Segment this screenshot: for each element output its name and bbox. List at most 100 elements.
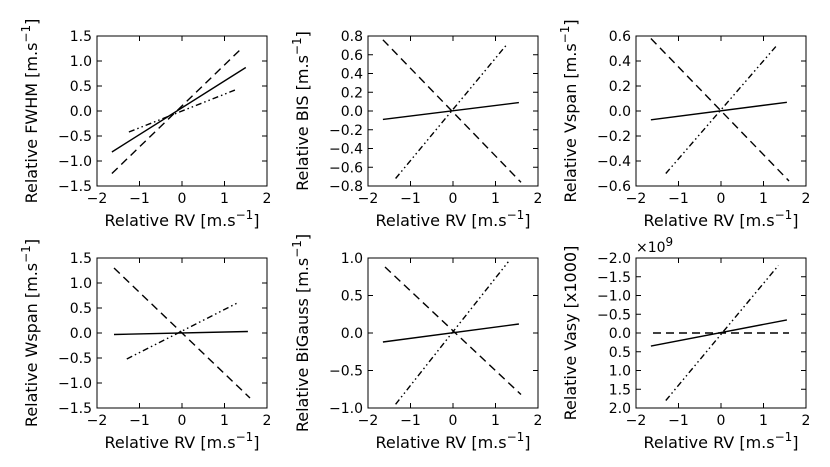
series-line-solid	[382, 101, 519, 121]
y-tick-label: 0.8	[341, 29, 363, 45]
x-tick-label: 1	[491, 413, 500, 429]
x-axis-label: Relative RV [m.s−1]	[375, 430, 530, 452]
x-tick-label: 2	[263, 413, 272, 429]
y-tick-label: −0.8	[329, 179, 363, 195]
y-tick-label: 1.5	[70, 29, 92, 45]
y-tick-label: 0.0	[341, 326, 363, 342]
y-tick-label: 0.6	[609, 29, 631, 45]
series-line-solid	[113, 330, 248, 336]
y-tick-label: −1.0	[58, 376, 92, 392]
x-tick-label: 1	[220, 413, 229, 429]
panel-2: −2 −1 0 1 2 0.8 0.6 0.4 0.2 0.0 −0.2 −0.4 −0.6 −0.8 Re…	[290, 29, 542, 230]
x-tick-label: 2	[802, 413, 811, 429]
x-axis-label: Relative RV [m.s−1]	[104, 208, 259, 230]
panel-4: −2 −1 0 1 2 1.5 1.0 0.5 0.0 −0.5 −1.0 −1.5 Relative …	[19, 239, 271, 452]
series-line-dashdotdot	[665, 265, 779, 401]
x-tick-label: −1	[129, 191, 150, 207]
y-tick-label: 1.0	[341, 251, 363, 267]
x-tick-label: 2	[263, 191, 272, 207]
x-tick-label: 1	[759, 413, 768, 429]
y-tick-label: 0.0	[341, 104, 363, 120]
y-tick-label: −0.4	[597, 154, 631, 170]
y-tick-label: −0.5	[329, 364, 363, 380]
x-tick-label: −2	[358, 191, 379, 207]
y-tick-label: −1.5	[58, 179, 92, 195]
y-tick-label: −0.4	[329, 142, 363, 158]
y-offset-label: ×109	[636, 235, 673, 256]
y-tick-label: 0.4	[609, 54, 631, 70]
series-line-dashed	[650, 38, 790, 182]
y-tick-label: −1.5	[597, 270, 631, 286]
y-tick-label: −0.2	[597, 129, 631, 145]
y-tick-label: 1.5	[609, 382, 631, 398]
y-tick-label: 0.2	[609, 79, 631, 95]
y-tick-label: −0.5	[58, 351, 92, 367]
x-tick-label: −1	[129, 413, 150, 429]
y-tick-label: −0.2	[329, 123, 363, 139]
y-tick-label: 1.0	[70, 54, 92, 70]
y-tick-label: 0.5	[70, 79, 92, 95]
series-line-dashdotdot	[395, 261, 509, 405]
x-tick-label: −1	[400, 413, 421, 429]
x-tick-label: 0	[717, 413, 726, 429]
y-tick-label: 0.4	[341, 67, 363, 83]
x-axis-label: Relative RV [m.s−1]	[375, 208, 530, 230]
x-tick-label: −1	[668, 413, 689, 429]
y-tick-label: −0.5	[597, 307, 631, 323]
series-line-solid	[382, 323, 519, 343]
x-tick-label: 0	[449, 413, 458, 429]
x-axis-label: Relative RV [m.s−1]	[643, 208, 798, 230]
series-line-dashed	[111, 47, 242, 175]
y-tick-label: 1.0	[70, 276, 92, 292]
y-tick-label: 0.6	[341, 48, 363, 64]
panel-3: −2 −1 0 1 2 0.6 0.4 0.2 0.0 −0.2 −0.4 −0.6 Relative …	[558, 19, 810, 230]
x-axis-label: Relative RV [m.s−1]	[104, 430, 259, 452]
x-tick-label: −2	[626, 191, 647, 207]
y-tick-label: −1.0	[58, 154, 92, 170]
x-tick-label: −1	[400, 191, 421, 207]
y-axis-label: Relative Vspan [m.s−1]	[558, 19, 580, 202]
x-tick-label: −2	[87, 191, 108, 207]
y-tick-label: −2.0	[597, 251, 631, 267]
y-axis-label: Relative BIS [m.s−1]	[290, 31, 312, 191]
y-tick-label: 0.0	[609, 104, 631, 120]
y-tick-label: −0.6	[329, 160, 363, 176]
x-tick-label: −2	[87, 413, 108, 429]
x-tick-label: 1	[491, 191, 500, 207]
y-tick-label: −1.0	[597, 289, 631, 305]
series-line-dashdotdot	[126, 302, 238, 360]
x-tick-label: 1	[759, 191, 768, 207]
series-line-solid	[650, 101, 787, 121]
x-tick-label: −2	[358, 413, 379, 429]
series-line-dashdotdot	[665, 45, 777, 174]
x-tick-label: 0	[717, 191, 726, 207]
series-line-dashdotdot	[128, 89, 236, 133]
panel-5: −2 −1 0 1 2 1.0 0.5 0.0 −0.5 −1.0 Relative RV [m.s…	[290, 234, 542, 452]
y-axis-label: Relative Vasy [x1000]	[561, 246, 580, 421]
y-tick-label: 1.0	[609, 364, 631, 380]
y-axis-label: Relative Wspan [m.s−1]	[19, 239, 41, 427]
x-tick-label: 2	[534, 191, 543, 207]
y-tick-label: −0.6	[597, 179, 631, 195]
series-line-dashdotdot	[395, 44, 507, 179]
y-tick-label: 1.5	[70, 251, 92, 267]
y-tick-label: 0.2	[341, 85, 363, 101]
x-tick-label: 0	[178, 191, 187, 207]
y-tick-label: 2.0	[609, 401, 631, 417]
series-line-dashed	[382, 39, 522, 183]
y-tick-label: 0.0	[70, 104, 92, 120]
panel-6: −2 −1 0 1 2 −2.0 −1.5 −1.0 −0.5 0.0 0.5 1.0 1.5 2.0 Re…	[561, 235, 810, 452]
y-axis-label: Relative BiGauss [m.s−1]	[290, 234, 312, 432]
x-axis-label: Relative RV [m.s−1]	[643, 430, 798, 452]
y-tick-label: −1.5	[58, 401, 92, 417]
y-tick-label: 0.5	[341, 289, 363, 305]
x-tick-label: 1	[220, 191, 229, 207]
x-tick-label: 2	[534, 413, 543, 429]
x-tick-label: 2	[802, 191, 811, 207]
y-tick-label: 0.0	[70, 326, 92, 342]
x-tick-label: 0	[178, 413, 187, 429]
y-tick-label: −1.0	[329, 401, 363, 417]
y-tick-label: −0.5	[58, 129, 92, 145]
y-tick-label: 0.5	[70, 301, 92, 317]
